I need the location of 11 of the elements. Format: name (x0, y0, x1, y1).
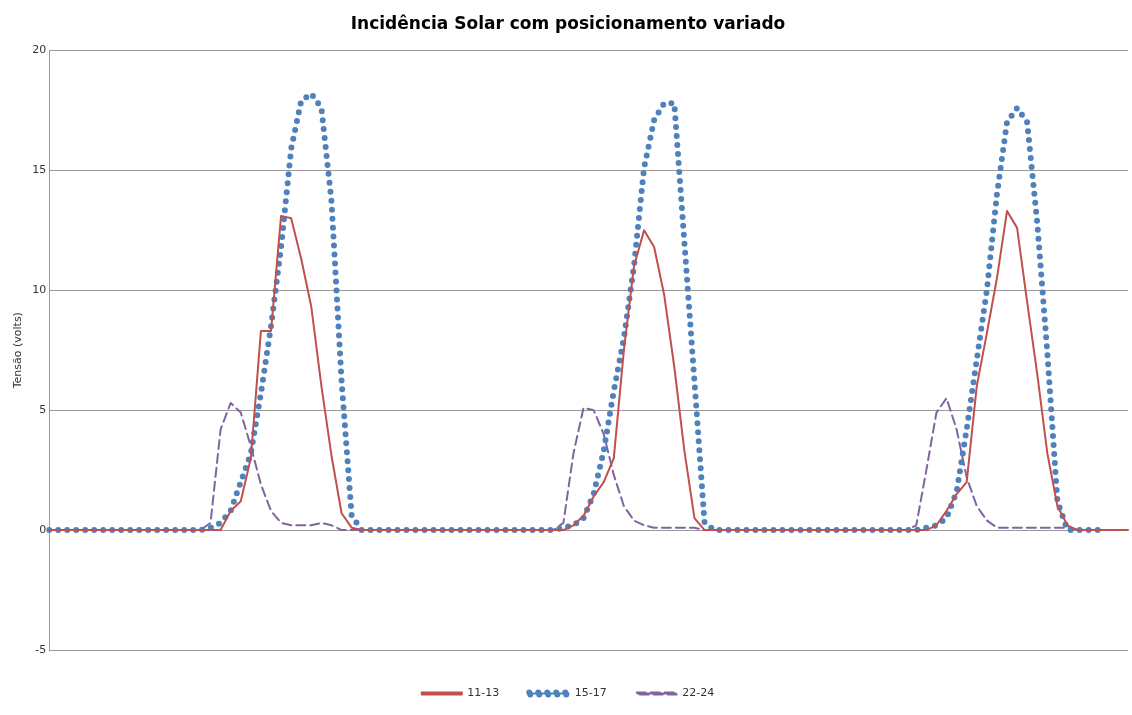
y-axis-title: Tensão (volts) (11, 312, 25, 390)
legend-label: 22-24 (682, 686, 715, 700)
y-tick-label: 10 (32, 283, 47, 297)
y-tick-label: 15 (32, 163, 47, 177)
y-tick-label: 20 (32, 43, 47, 57)
y-tick-label: 0 (39, 522, 47, 536)
chart-title: Incidência Solar com posicionamento variado (350, 12, 786, 33)
legend-label: 15-17 (574, 686, 607, 700)
y-tick-label: -5 (35, 642, 47, 656)
legend-label: 11-13 (467, 686, 500, 700)
y-tick-label: 5 (39, 403, 47, 417)
